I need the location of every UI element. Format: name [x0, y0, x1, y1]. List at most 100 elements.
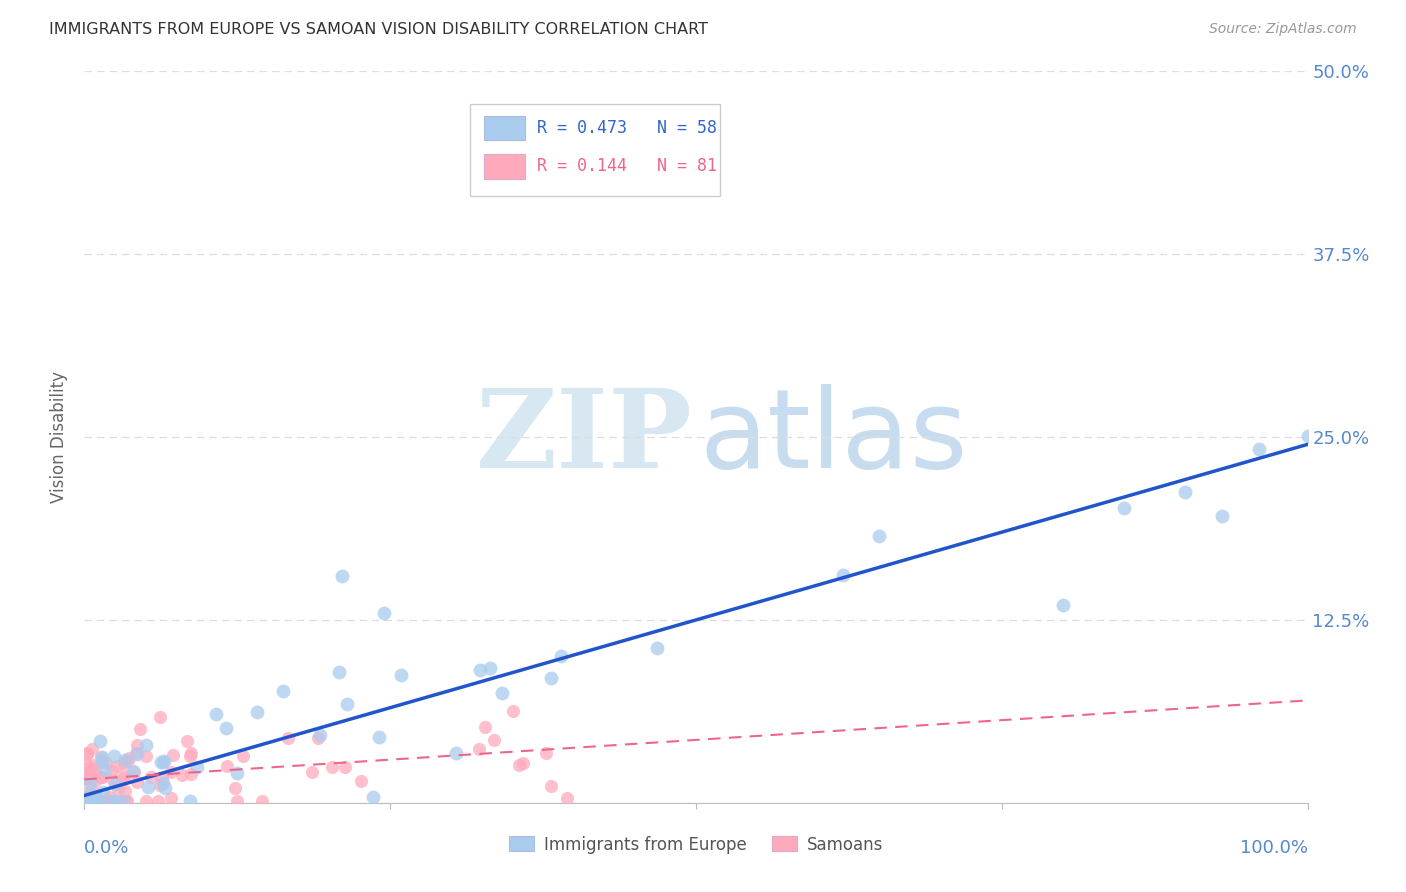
Point	[101, 772, 124, 787]
Point	[82, 758, 104, 772]
Point	[540, 779, 562, 793]
Point	[512, 756, 534, 770]
Point	[90, 794, 112, 808]
Point	[101, 764, 124, 778]
Point	[336, 697, 359, 711]
Point	[160, 790, 183, 805]
Point	[491, 686, 513, 700]
Point	[373, 606, 395, 620]
Bar	[484, 116, 524, 140]
Point	[82, 772, 104, 787]
Point	[118, 751, 141, 765]
Point	[128, 723, 150, 737]
Point	[245, 705, 267, 719]
Point	[205, 706, 228, 721]
Text: atlas: atlas	[700, 384, 969, 491]
Point	[114, 783, 136, 797]
Point	[152, 776, 174, 790]
Point	[301, 765, 323, 780]
Point	[94, 763, 117, 777]
Point	[1296, 429, 1319, 443]
Point	[76, 747, 98, 761]
Point	[125, 738, 148, 752]
Text: R = 0.144   N = 81: R = 0.144 N = 81	[537, 158, 717, 176]
Point	[468, 664, 491, 678]
Point	[146, 794, 169, 808]
Point	[152, 755, 174, 769]
Point	[87, 794, 110, 808]
Point	[82, 794, 104, 808]
Point	[446, 746, 468, 760]
Point	[502, 704, 524, 718]
Point	[170, 768, 193, 782]
Point	[1247, 442, 1270, 456]
Point	[831, 567, 853, 582]
Point	[176, 734, 198, 748]
Point	[557, 791, 579, 805]
Point	[76, 772, 98, 786]
Point	[84, 762, 107, 776]
Point	[79, 794, 101, 808]
Text: Source: ZipAtlas.com: Source: ZipAtlas.com	[1209, 22, 1357, 37]
Point	[122, 765, 145, 780]
Point	[389, 668, 412, 682]
Text: R = 0.473   N = 58: R = 0.473 N = 58	[537, 119, 717, 136]
Point	[94, 756, 117, 771]
Point	[179, 749, 201, 764]
Point	[160, 765, 183, 780]
Point	[76, 784, 98, 798]
Point	[79, 776, 101, 790]
Point	[121, 764, 143, 778]
Point	[90, 770, 112, 784]
Point	[330, 569, 353, 583]
Point	[77, 794, 100, 808]
Point	[180, 746, 202, 760]
Point	[114, 753, 136, 767]
Point	[90, 750, 112, 764]
Point	[90, 754, 112, 768]
Point	[149, 710, 172, 724]
Point	[869, 529, 891, 543]
Point	[479, 661, 502, 675]
Point	[103, 748, 125, 763]
Point	[80, 788, 103, 802]
Point	[149, 778, 172, 792]
Point	[110, 794, 132, 808]
Point	[87, 794, 110, 808]
Point	[112, 756, 135, 770]
FancyBboxPatch shape	[470, 104, 720, 195]
Point	[77, 760, 100, 774]
Point	[232, 748, 254, 763]
Point	[125, 775, 148, 789]
Point	[112, 794, 135, 808]
Point	[468, 741, 491, 756]
Point	[107, 781, 129, 796]
Point	[89, 734, 111, 748]
Point	[277, 731, 299, 745]
Point	[155, 780, 177, 795]
Point	[135, 748, 157, 763]
Point	[482, 733, 505, 747]
Point	[104, 777, 127, 791]
Point	[534, 747, 557, 761]
Point	[540, 671, 562, 685]
Point	[84, 785, 107, 799]
Point	[115, 794, 138, 808]
Point	[367, 730, 389, 744]
Point	[105, 759, 128, 773]
Point	[80, 742, 103, 756]
Text: 0.0%: 0.0%	[84, 839, 129, 857]
Point	[76, 772, 98, 786]
Point	[103, 794, 125, 808]
Point	[135, 794, 157, 808]
Point	[79, 794, 101, 808]
Point	[90, 750, 112, 764]
Point	[80, 794, 103, 808]
Point	[125, 746, 148, 760]
Point	[309, 728, 332, 742]
Point	[104, 794, 127, 808]
Point	[153, 754, 176, 768]
Point	[226, 766, 249, 780]
Point	[224, 781, 246, 796]
Point	[93, 785, 115, 799]
